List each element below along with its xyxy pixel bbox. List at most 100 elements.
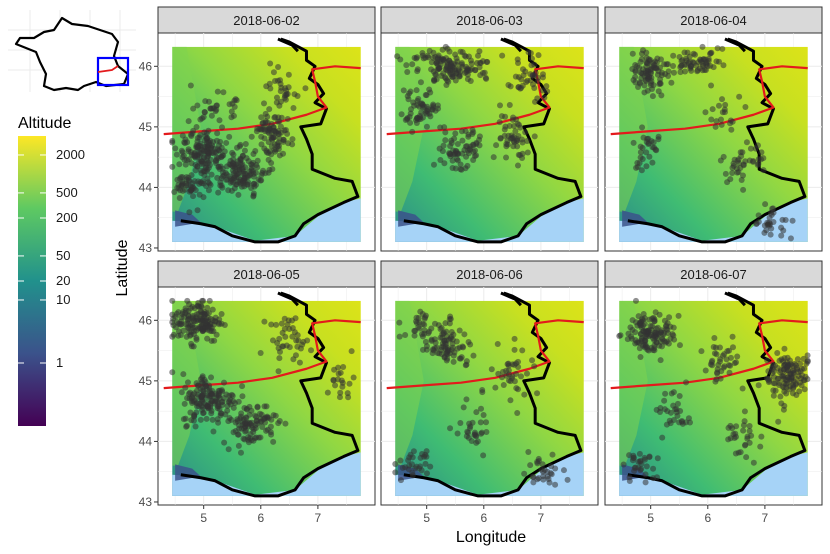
- observation-point: [180, 371, 187, 378]
- observation-point: [494, 341, 501, 348]
- observation-point: [636, 450, 643, 457]
- observation-point: [658, 343, 665, 350]
- observation-point: [272, 148, 279, 155]
- observation-point: [397, 477, 404, 484]
- observation-point: [335, 370, 342, 377]
- observation-point: [239, 418, 246, 425]
- observation-point: [780, 372, 787, 379]
- observation-point: [739, 172, 746, 179]
- observation-point: [510, 123, 517, 130]
- observation-point: [277, 98, 284, 105]
- observation-point: [453, 70, 460, 77]
- observation-point: [652, 309, 659, 316]
- observation-point: [203, 415, 210, 422]
- observation-point: [737, 149, 744, 156]
- observation-point: [497, 102, 504, 109]
- observation-point: [645, 141, 652, 148]
- observation-point: [531, 363, 538, 370]
- facet-date-label: 2018-06-07: [680, 267, 747, 282]
- x-tick-label: 6: [257, 511, 264, 525]
- observation-point: [781, 402, 788, 409]
- observation-point: [205, 187, 212, 194]
- observation-point: [464, 76, 471, 83]
- observation-point: [284, 115, 291, 122]
- observation-point: [654, 71, 661, 78]
- observation-point: [466, 420, 473, 427]
- observation-point: [410, 448, 417, 455]
- observation-point: [273, 321, 280, 328]
- observation-point: [632, 79, 639, 86]
- observation-point: [218, 182, 225, 189]
- observation-point: [789, 217, 796, 224]
- observation-point: [775, 375, 782, 382]
- observation-point: [392, 461, 399, 468]
- observation-point: [276, 335, 283, 342]
- observation-point: [243, 405, 250, 412]
- observation-point: [181, 400, 188, 407]
- observation-point: [169, 311, 176, 318]
- observation-point: [436, 350, 443, 357]
- observation-point: [207, 182, 214, 189]
- observation-point: [643, 333, 650, 340]
- observation-point: [720, 364, 727, 371]
- observation-point: [192, 187, 199, 194]
- observation-point: [676, 342, 683, 349]
- observation-point: [205, 324, 212, 331]
- observation-point: [254, 164, 261, 171]
- observation-point: [797, 360, 804, 367]
- observation-point: [617, 332, 624, 339]
- observation-point: [531, 133, 538, 140]
- observation-point: [198, 378, 205, 385]
- observation-point: [444, 346, 451, 353]
- observation-point: [405, 96, 412, 103]
- observation-point: [430, 49, 437, 56]
- observation-point: [514, 136, 521, 143]
- observation-point: [221, 379, 228, 386]
- observation-point: [237, 449, 244, 456]
- observation-point: [718, 121, 725, 128]
- observation-point: [478, 405, 485, 412]
- observation-point: [711, 350, 718, 357]
- observation-point: [440, 142, 447, 149]
- observation-point: [794, 356, 801, 363]
- observation-point: [685, 60, 692, 67]
- observation-point: [280, 150, 287, 157]
- observation-point: [182, 415, 189, 422]
- observation-point: [473, 409, 480, 416]
- observation-point: [190, 105, 197, 112]
- observation-point: [200, 114, 207, 121]
- observation-point: [277, 88, 284, 95]
- observation-point: [772, 362, 779, 369]
- observation-point: [735, 160, 742, 167]
- observation-point: [275, 420, 282, 427]
- observation-point: [656, 81, 663, 88]
- observation-point: [464, 162, 471, 169]
- observation-point: [534, 78, 541, 85]
- observation-point: [173, 151, 180, 158]
- observation-point: [560, 467, 567, 474]
- observation-point: [199, 398, 206, 405]
- observation-point: [199, 318, 206, 325]
- observation-point: [250, 193, 257, 200]
- valley-area: [172, 46, 201, 212]
- observation-point: [296, 359, 303, 366]
- observation-point: [236, 425, 243, 432]
- observation-point: [216, 406, 223, 413]
- observation-point: [504, 137, 511, 144]
- observation-point: [632, 73, 639, 80]
- observation-point: [677, 69, 684, 76]
- observation-point: [336, 394, 343, 401]
- observation-point: [208, 144, 215, 151]
- observation-point: [457, 166, 464, 173]
- observation-point: [471, 429, 478, 436]
- observation-point: [238, 410, 245, 417]
- observation-point: [743, 454, 750, 461]
- observation-point: [464, 428, 471, 435]
- observation-point: [460, 404, 467, 411]
- observation-point: [717, 116, 724, 123]
- observation-point: [722, 170, 729, 177]
- observation-point: [261, 318, 268, 325]
- observation-point: [479, 58, 486, 65]
- observation-point: [787, 383, 794, 390]
- observation-point: [448, 328, 455, 335]
